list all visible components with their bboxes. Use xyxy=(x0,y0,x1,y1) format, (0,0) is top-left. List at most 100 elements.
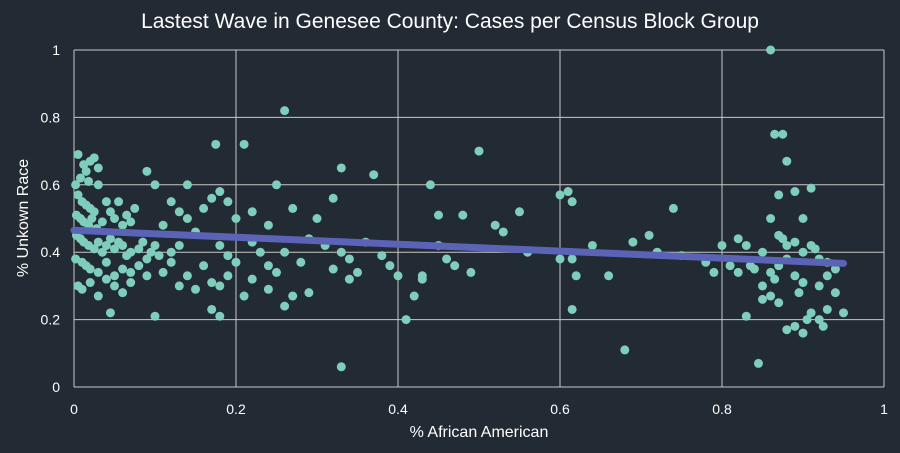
data-point xyxy=(717,240,727,250)
data-point xyxy=(110,244,119,254)
data-point xyxy=(150,180,160,190)
data-point xyxy=(166,247,176,257)
data-point xyxy=(434,210,443,220)
x-tick-label: 0.8 xyxy=(712,401,732,417)
data-point xyxy=(794,288,804,298)
data-point xyxy=(336,247,346,257)
data-point xyxy=(822,271,832,281)
chart-title: Lastest Wave in Genesee County: Cases pe… xyxy=(141,10,759,33)
data-point xyxy=(118,264,128,274)
data-point xyxy=(75,173,85,183)
data-point xyxy=(830,288,840,298)
data-point xyxy=(114,197,124,207)
data-point xyxy=(790,237,800,247)
data-point xyxy=(782,240,792,250)
data-point xyxy=(130,203,140,213)
data-point xyxy=(146,247,156,257)
data-point xyxy=(385,261,395,271)
data-point xyxy=(110,281,119,291)
data-point xyxy=(442,254,452,264)
data-point xyxy=(725,261,735,271)
data-point xyxy=(567,254,577,264)
data-point xyxy=(774,298,784,308)
data-point xyxy=(733,234,743,244)
data-point xyxy=(839,308,848,318)
data-point xyxy=(211,139,221,149)
data-point xyxy=(766,45,776,55)
data-point xyxy=(709,267,719,277)
data-point xyxy=(223,197,233,207)
data-point xyxy=(231,214,241,223)
data-point xyxy=(409,291,419,301)
data-point xyxy=(118,240,128,250)
data-point xyxy=(778,129,788,139)
data-point xyxy=(778,234,788,244)
data-point xyxy=(336,362,346,372)
data-point xyxy=(85,278,95,288)
data-point xyxy=(555,190,565,200)
data-point xyxy=(231,257,241,267)
data-point xyxy=(272,267,281,277)
data-point xyxy=(644,230,654,240)
data-point xyxy=(223,271,233,281)
data-point xyxy=(199,203,209,213)
data-point xyxy=(802,315,812,325)
data-point xyxy=(830,264,840,274)
data-point xyxy=(101,274,111,284)
data-point xyxy=(344,254,354,264)
data-point xyxy=(798,328,808,338)
trendline xyxy=(70,226,847,267)
data-point xyxy=(567,197,577,207)
data-point xyxy=(142,254,152,264)
data-point xyxy=(101,197,111,207)
data-point xyxy=(93,237,103,247)
data-point xyxy=(191,284,200,294)
data-point xyxy=(782,156,792,166)
data-point xyxy=(393,271,403,281)
data-point xyxy=(199,261,209,271)
data-point xyxy=(312,214,322,223)
data-point xyxy=(604,271,614,281)
data-point xyxy=(247,207,257,217)
data-point xyxy=(822,304,832,314)
data-point xyxy=(158,267,168,277)
data-point xyxy=(304,288,314,298)
data-point xyxy=(790,271,800,281)
data-point xyxy=(215,240,225,250)
data-point xyxy=(89,244,99,254)
data-point xyxy=(790,321,800,331)
y-tick-label: 1 xyxy=(52,42,60,58)
data-point xyxy=(328,264,338,274)
data-point xyxy=(207,193,217,203)
data-point xyxy=(101,257,111,267)
data-point xyxy=(71,180,81,190)
data-point xyxy=(154,251,164,261)
data-point xyxy=(239,139,249,149)
x-tick-label: 0.2 xyxy=(226,401,246,417)
data-point xyxy=(450,261,460,271)
data-point xyxy=(263,261,273,271)
data-point xyxy=(93,180,103,190)
data-point xyxy=(182,214,192,223)
data-point xyxy=(174,207,184,217)
data-point xyxy=(215,187,225,197)
data-point xyxy=(97,217,107,227)
data-point xyxy=(344,274,354,284)
data-point xyxy=(110,214,119,223)
data-point xyxy=(733,267,743,277)
data-point xyxy=(174,240,184,250)
data-point xyxy=(142,271,152,281)
data-point xyxy=(288,203,298,213)
data-point xyxy=(215,281,225,291)
data-point xyxy=(77,284,87,294)
data-point xyxy=(798,278,808,288)
data-point xyxy=(814,281,824,291)
data-point xyxy=(766,267,776,277)
data-point xyxy=(73,190,83,200)
y-tick-label: 0.2 xyxy=(41,312,61,328)
data-point xyxy=(280,301,290,311)
data-point xyxy=(247,274,257,284)
data-point xyxy=(105,308,115,318)
data-point xyxy=(741,240,751,250)
data-point xyxy=(158,220,168,230)
